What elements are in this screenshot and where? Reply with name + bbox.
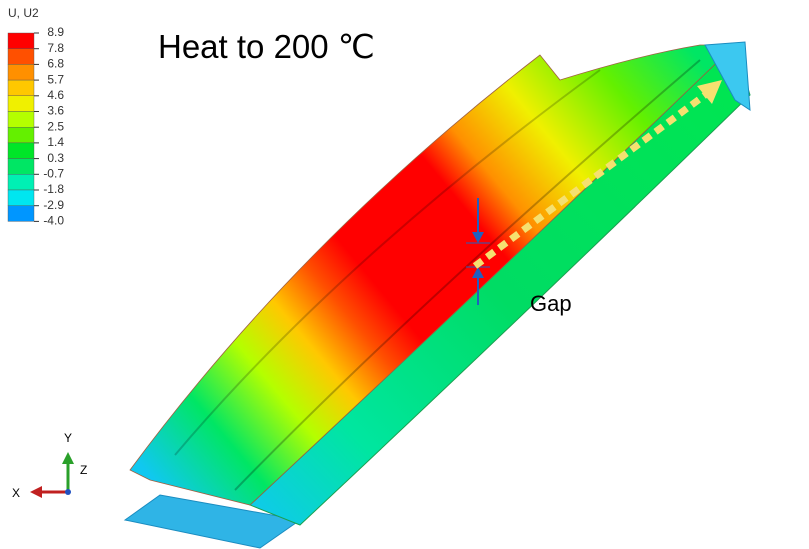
legend-label: 2.5 bbox=[47, 119, 64, 133]
legend-label: 4.6 bbox=[47, 88, 64, 102]
legend-band bbox=[8, 143, 34, 159]
legend-label: 7.8 bbox=[47, 41, 64, 55]
legend: 8.9 7.8 6.85.7 4.6 3.62.5 1.4 0.3-0.7 -1.8 -2.9 -… bbox=[8, 25, 64, 227]
triad-x-head bbox=[30, 486, 42, 498]
legend-band bbox=[8, 206, 34, 222]
legend-band bbox=[8, 159, 34, 175]
triad-z bbox=[65, 489, 71, 495]
legend-label: -4.0 bbox=[43, 214, 64, 228]
legend-band bbox=[8, 96, 34, 112]
title: Heat to 200 ℃ bbox=[158, 28, 375, 65]
triad-y-head bbox=[62, 452, 74, 464]
legend-label: 0.3 bbox=[47, 151, 64, 165]
legend-label: 3.6 bbox=[47, 104, 64, 118]
legend-band bbox=[8, 64, 34, 80]
legend-band bbox=[8, 190, 34, 206]
legend-label: -1.8 bbox=[43, 182, 64, 196]
legend-band bbox=[8, 174, 34, 190]
legend-label: 5.7 bbox=[47, 72, 64, 86]
trough bbox=[130, 45, 735, 505]
triad-label: Z bbox=[80, 463, 87, 477]
triad-label: X bbox=[12, 486, 20, 500]
legend-label: -0.7 bbox=[43, 166, 64, 180]
legend-band bbox=[8, 80, 34, 96]
annotation: Gap bbox=[530, 291, 572, 316]
legend-label: 8.9 bbox=[47, 25, 64, 39]
legend-band bbox=[8, 33, 34, 49]
legend-title: U, U2 bbox=[8, 6, 39, 20]
legend-band bbox=[8, 112, 34, 128]
legend-band bbox=[8, 127, 34, 143]
legend-label: 1.4 bbox=[47, 135, 64, 149]
triad-label: Y bbox=[64, 431, 72, 445]
legend-band bbox=[8, 49, 34, 65]
legend-label: -2.9 bbox=[43, 198, 64, 212]
figure: Y X Z Heat to 200 ℃ Gap U, U2 8.9 7.8 6.85… bbox=[0, 0, 809, 549]
legend-label: 6.8 bbox=[47, 57, 64, 71]
